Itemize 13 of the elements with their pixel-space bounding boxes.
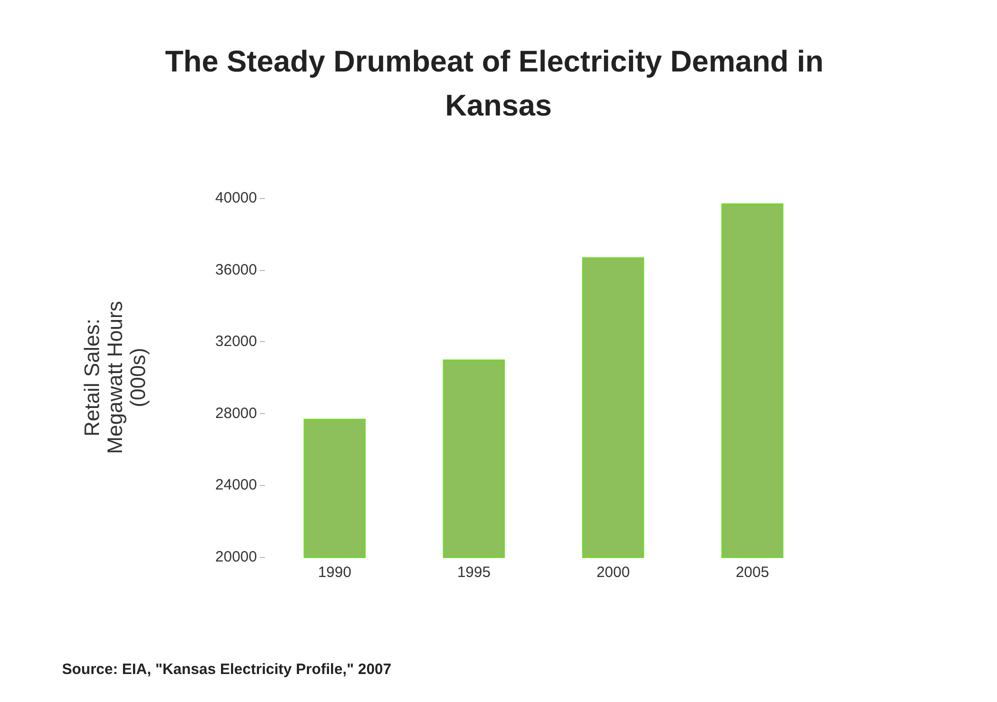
- y-tick-label: 40000: [215, 190, 257, 206]
- x-tick-label: 1990: [318, 564, 352, 581]
- y-axis-title: Retail Sales: Megawatt Hours (000s): [81, 301, 150, 454]
- source-note: Source: EIA, "Kansas Electricity Profile," 2007: [62, 661, 392, 678]
- x-tick-label: 2000: [596, 564, 630, 581]
- y-tick-label: 32000: [215, 333, 257, 350]
- y-tick-label: 24000: [215, 476, 257, 494]
- y-tick-label: 36000: [215, 261, 257, 278]
- y-tick-label: 28000: [215, 404, 257, 422]
- x-tick-label: 2005: [736, 564, 770, 581]
- x-tick-label: 1995: [457, 564, 491, 581]
- chart-title: The Steady Drumbeat of Electricity Demand in Kansas: [165, 46, 832, 122]
- y-tick-label: 20000: [215, 548, 257, 566]
